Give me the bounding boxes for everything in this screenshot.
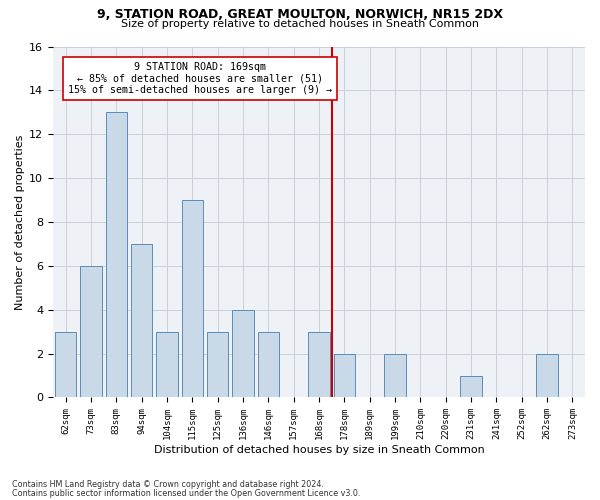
Bar [232, 310, 254, 398]
Bar [106, 112, 127, 398]
Bar [384, 354, 406, 398]
Text: Size of property relative to detached houses in Sneath Common: Size of property relative to detached ho… [121, 19, 479, 29]
Bar [257, 332, 279, 398]
Bar [131, 244, 152, 398]
Text: 9 STATION ROAD: 169sqm
← 85% of detached houses are smaller (51)
15% of semi-det: 9 STATION ROAD: 169sqm ← 85% of detached… [68, 62, 332, 95]
X-axis label: Distribution of detached houses by size in Sneath Common: Distribution of detached houses by size … [154, 445, 484, 455]
Y-axis label: Number of detached properties: Number of detached properties [15, 134, 25, 310]
Bar [80, 266, 102, 398]
Bar [207, 332, 229, 398]
Bar [460, 376, 482, 398]
Bar [182, 200, 203, 398]
Bar [334, 354, 355, 398]
Text: 9, STATION ROAD, GREAT MOULTON, NORWICH, NR15 2DX: 9, STATION ROAD, GREAT MOULTON, NORWICH,… [97, 8, 503, 20]
Bar [55, 332, 76, 398]
Bar [308, 332, 330, 398]
Bar [156, 332, 178, 398]
Text: Contains public sector information licensed under the Open Government Licence v3: Contains public sector information licen… [12, 489, 361, 498]
Bar [536, 354, 558, 398]
Text: Contains HM Land Registry data © Crown copyright and database right 2024.: Contains HM Land Registry data © Crown c… [12, 480, 324, 489]
